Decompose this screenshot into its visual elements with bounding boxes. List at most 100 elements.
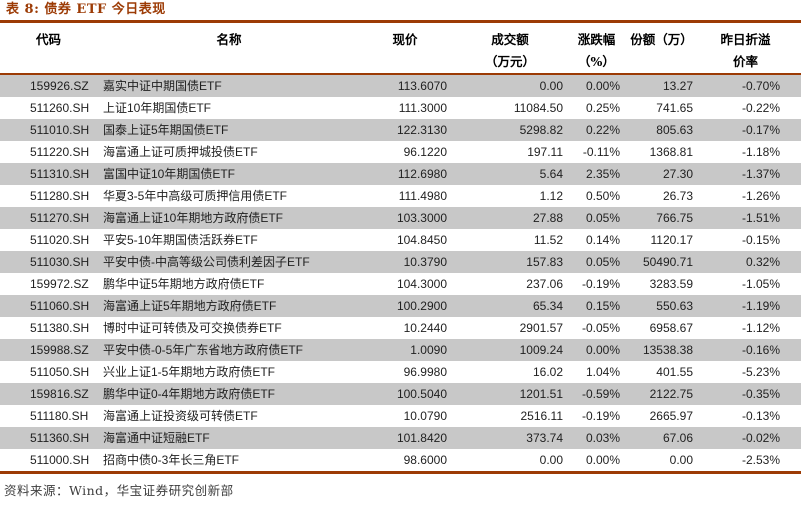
cell-shares: 741.65 [656, 101, 693, 115]
table-title: 表 8: 债券 ETF 今日表现 [6, 2, 166, 17]
cell-premium: -1.12% [741, 321, 780, 335]
table-row: 511000.SH 招商中债0-3年长三角ETF 98.6000 0.00 0.… [0, 449, 801, 473]
cell-change: 0.50% [585, 189, 620, 203]
table-row: 511030.SH 平安中债-中高等级公司债利差因子ETF 10.3790 15… [0, 251, 801, 273]
cell-name: 海富通上证10年期地方政府债ETF [103, 211, 284, 225]
cell-price: 10.2440 [403, 321, 447, 335]
cell-price: 111.4980 [398, 189, 447, 203]
cell-change: 2.35% [585, 167, 620, 181]
cell-name: 华夏3-5年中高级可质押信用债ETF [103, 189, 288, 203]
cell-change: -0.19% [581, 277, 620, 291]
cell-code: 511270.SH [30, 211, 90, 225]
col-header-change-line2: （%） [578, 54, 615, 69]
cell-price: 104.8450 [396, 233, 447, 247]
cell-shares: 13.27 [662, 79, 693, 93]
cell-turnover: 16.02 [532, 365, 563, 379]
col-header-price-label: 现价 [392, 32, 418, 47]
cell-premium: -0.35% [741, 387, 780, 401]
cell-premium: -0.02% [741, 431, 780, 445]
cell-name: 鹏华中证0-4年期地方政府债ETF [103, 387, 276, 401]
table-row: 511010.SH 国泰上证5年期国债ETF 122.3130 5298.82 … [0, 119, 801, 141]
cell-name: 平安5-10年期国债活跃券ETF [103, 233, 258, 247]
cell-premium: -0.13% [741, 409, 780, 423]
table-row: 511060.SH 海富通上证5年期地方政府债ETF 100.2900 65.3… [0, 295, 801, 317]
cell-price: 111.3000 [398, 101, 447, 115]
cell-code: 511280.SH [30, 189, 90, 203]
col-header-name: 名称 [100, 22, 358, 75]
cell-premium: 0.32% [745, 255, 780, 269]
cell-shares: 805.63 [656, 123, 693, 137]
cell-code: 511010.SH [30, 123, 90, 137]
cell-turnover: 157.83 [526, 255, 563, 269]
table-row: 511220.SH 海富通上证可质押城投债ETF 96.1220 197.11 … [0, 141, 801, 163]
table-row: 511310.SH 富国中证10年期国债ETF 112.6980 5.64 2.… [0, 163, 801, 185]
cell-code: 159988.SZ [30, 343, 89, 357]
cell-code: 511050.SH [30, 365, 90, 379]
col-header-change-line1: 涨跌幅 [577, 32, 616, 47]
table-body: 159926.SZ 嘉实中证中期国债ETF 113.6070 0.00 0.00… [0, 74, 801, 473]
table-row: 511180.SH 海富通上证投资级可转债ETF 10.0790 2516.11… [0, 405, 801, 427]
cell-shares: 3283.59 [649, 277, 693, 291]
cell-turnover: 1009.24 [519, 343, 563, 357]
col-header-change: 涨跌幅 （%） [568, 22, 625, 75]
cell-price: 101.8420 [396, 431, 447, 445]
cell-name: 富国中证10年期国债ETF [103, 167, 236, 181]
cell-turnover: 1201.51 [519, 387, 563, 401]
cell-turnover: 2516.11 [520, 409, 564, 423]
cell-change: -0.59% [581, 387, 620, 401]
cell-shares: 13538.38 [642, 343, 693, 357]
cell-code: 511220.SH [30, 145, 90, 159]
cell-shares: 26.73 [662, 189, 693, 203]
cell-shares: 50490.71 [642, 255, 693, 269]
cell-price: 104.3000 [396, 277, 447, 291]
cell-premium: -0.17% [741, 123, 780, 137]
col-header-name-label: 名称 [216, 32, 242, 47]
table-row: 511380.SH 博时中证可转债及可交换债券ETF 10.2440 2901.… [0, 317, 801, 339]
cell-change: -0.19% [581, 409, 620, 423]
cell-code: 511380.SH [30, 321, 90, 335]
cell-premium: -0.70% [741, 79, 780, 93]
cell-change: 0.00% [585, 343, 620, 357]
cell-code: 511000.SH [30, 453, 90, 467]
table-row: 159972.SZ 鹏华中证5年期地方政府债ETF 104.3000 237.0… [0, 273, 801, 295]
cell-turnover: 2901.57 [519, 321, 563, 335]
cell-name: 兴业上证1-5年期地方政府债ETF [103, 365, 276, 379]
cell-change: -0.11% [582, 145, 620, 159]
cell-name: 平安中债-0-5年广东省地方政府债ETF [103, 343, 304, 357]
cell-code: 159926.SZ [30, 79, 89, 93]
table-row: 511270.SH 海富通上证10年期地方政府债ETF 103.3000 27.… [0, 207, 801, 229]
cell-change: 1.04% [585, 365, 620, 379]
cell-code: 511020.SH [30, 233, 90, 247]
cell-code: 511180.SH [30, 409, 89, 423]
cell-code: 511310.SH [30, 167, 90, 181]
cell-price: 122.3130 [396, 123, 447, 137]
col-header-shares-label: 份额（万） [630, 32, 693, 47]
cell-name: 上证10年期国债ETF [103, 101, 212, 115]
cell-change: -0.05% [581, 321, 620, 335]
cell-code: 511030.SH [30, 255, 90, 269]
col-header-premium: 昨日折溢 价率 [698, 22, 801, 75]
cell-name: 海富通上证5年期地方政府债ETF [103, 299, 277, 313]
cell-code: 159816.SZ [30, 387, 89, 401]
cell-premium: -1.19% [741, 299, 780, 313]
cell-price: 100.2900 [396, 299, 447, 313]
table-row: 511360.SH 海富通中证短融ETF 101.8420 373.74 0.0… [0, 427, 801, 449]
table-row: 511260.SH 上证10年期国债ETF 111.3000 11084.50 … [0, 97, 801, 119]
table-row: 159926.SZ 嘉实中证中期国债ETF 113.6070 0.00 0.00… [0, 74, 801, 97]
cell-shares: 766.75 [656, 211, 693, 225]
cell-premium: -0.15% [741, 233, 780, 247]
cell-turnover: 0.00 [539, 79, 563, 93]
table-row: 511020.SH 平安5-10年期国债活跃券ETF 104.8450 11.5… [0, 229, 801, 251]
cell-premium: -2.53% [741, 453, 780, 467]
cell-change: 0.00% [585, 453, 620, 467]
cell-change: 0.22% [585, 123, 620, 137]
cell-turnover: 197.11 [527, 145, 563, 159]
cell-price: 96.1220 [403, 145, 447, 159]
cell-turnover: 27.88 [532, 211, 563, 225]
cell-price: 98.6000 [403, 453, 447, 467]
cell-name: 平安中债-中高等级公司债利差因子ETF [103, 255, 310, 269]
col-header-shares: 份额（万） [625, 22, 698, 75]
cell-price: 10.3790 [403, 255, 447, 269]
cell-price: 113.6070 [397, 79, 447, 93]
